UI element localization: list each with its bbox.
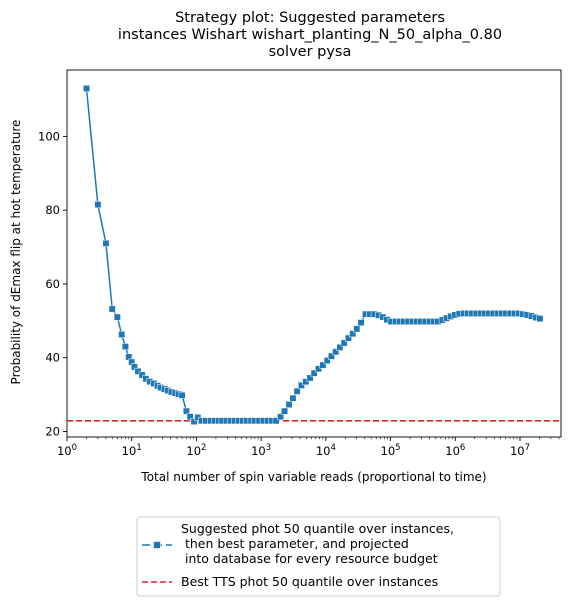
series-point <box>327 352 335 360</box>
legend-entry-suggested: Suggested phot 50 quantile over instance… <box>142 521 454 566</box>
legend: Suggested phot 50 quantile over instance… <box>136 516 501 597</box>
chart-title-line-1: Strategy plot: Suggested parameters <box>175 10 445 26</box>
series-point <box>108 305 116 313</box>
legend-label-suggested: Suggested phot 50 quantile over instance… <box>181 521 454 566</box>
series-point <box>272 417 280 425</box>
legend-frame <box>136 516 501 597</box>
series-point <box>349 330 357 338</box>
legend-label-best-tts: Best TTS phot 50 quantile over instances <box>181 574 438 589</box>
x-tick-label: 107 <box>510 443 530 458</box>
x-tick-label: 106 <box>445 443 465 458</box>
x-tick-label: 104 <box>316 443 336 458</box>
series-point <box>118 331 126 338</box>
y-axis-label: Probability of dEmax flip at hot tempera… <box>9 120 23 385</box>
series-point <box>113 313 121 321</box>
series-point <box>289 394 297 402</box>
x-tick-label: 100 <box>57 443 77 458</box>
legend-marker-suggested <box>153 541 161 549</box>
series-point <box>357 319 365 327</box>
series-layer <box>83 84 544 425</box>
series-point <box>277 413 285 421</box>
x-tick-label: 103 <box>251 443 271 458</box>
series-point <box>83 84 90 92</box>
x-tick-label: 105 <box>381 443 401 458</box>
series-point <box>298 381 305 389</box>
series-point <box>336 343 344 351</box>
series-point <box>340 339 348 347</box>
series-point <box>293 387 301 395</box>
series-point <box>319 361 327 369</box>
series-point <box>310 369 318 377</box>
series-point <box>182 407 190 415</box>
legend-entry-best-tts: Best TTS phot 50 quantile over instances <box>142 574 438 589</box>
series-point <box>281 407 289 415</box>
chart-title-line-2: instances Wishart wishart_planting_N_50_… <box>118 27 502 43</box>
series-point <box>332 348 340 356</box>
series-point <box>94 201 102 209</box>
y-axis-ticks: 20 40 60 80 100 <box>38 129 67 438</box>
y-tick-label: 40 <box>45 351 60 365</box>
chart-title-line-3: solver pysa <box>269 44 352 60</box>
y-tick-label: 60 <box>45 277 60 291</box>
series-point <box>285 401 293 408</box>
series-point <box>353 325 361 333</box>
series-point <box>178 391 186 399</box>
series-point <box>302 378 310 386</box>
series-point <box>186 413 194 421</box>
series-point <box>344 334 352 342</box>
series-point <box>315 365 322 373</box>
series-point <box>323 357 331 365</box>
x-tick-label: 101 <box>122 443 142 458</box>
series-point <box>306 374 314 382</box>
x-tick-label: 102 <box>186 443 206 458</box>
series-point <box>536 315 544 323</box>
y-tick-label: 20 <box>45 424 60 438</box>
plot-area <box>66 69 562 438</box>
series-point <box>130 363 138 371</box>
series-point <box>134 367 142 375</box>
series-point <box>102 239 110 247</box>
chart-title: Strategy plot: Suggested parameters inst… <box>118 10 502 60</box>
y-tick-label: 80 <box>45 203 60 217</box>
x-axis-label: Total number of spin variable reads (pro… <box>140 470 486 484</box>
plot-frame <box>66 69 562 438</box>
series-point <box>121 343 129 351</box>
series-point <box>190 418 198 425</box>
x-axis-ticks: 100 101 102 103 104 105 106 107 <box>57 437 560 458</box>
series-point <box>138 371 146 379</box>
y-tick-label: 100 <box>38 129 60 143</box>
